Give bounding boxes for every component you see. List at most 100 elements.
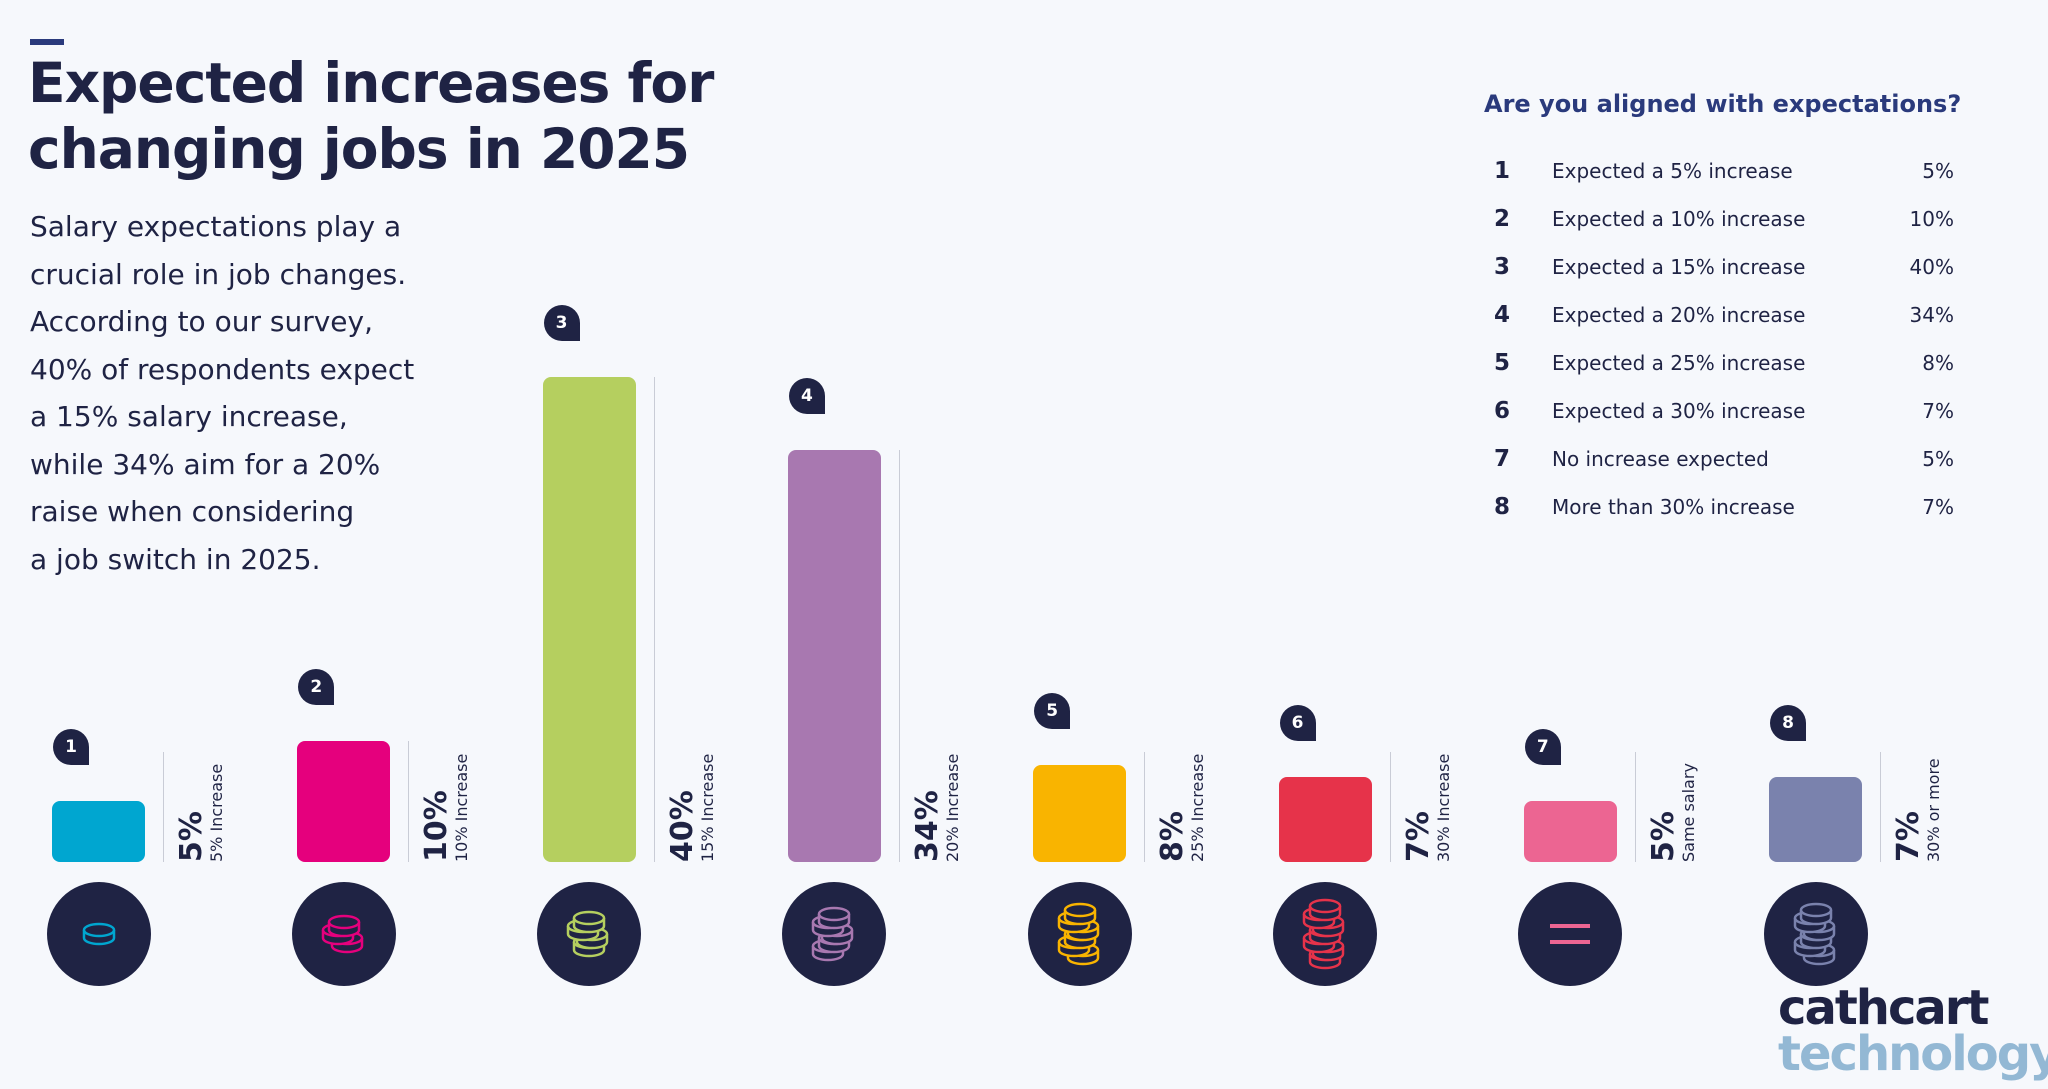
legend-label: Expected a 30% increase (1552, 399, 1806, 423)
legend-label: Expected a 20% increase (1552, 303, 1806, 327)
logo-line-2: technology (1778, 1026, 2048, 1082)
bar-icon-circle (1763, 882, 1868, 986)
bar-sublabel: 25% Increase (1188, 753, 1208, 862)
page-title: Expected increases for changing jobs in … (28, 50, 714, 182)
bar-4 (787, 449, 881, 862)
bar-icon-circle (291, 882, 396, 986)
bar-number-marker: 3 (543, 305, 580, 341)
bar-value-label: 7% 30% Increase (1400, 754, 1454, 862)
bar-value-label: 8% 25% Increase (1155, 753, 1208, 862)
legend-row: 3 Expected a 15% increase 40% (1494, 247, 1954, 287)
legend-row: 5 Expected a 25% increase 8% (1494, 343, 1954, 383)
legend-value: 7% (1922, 495, 1954, 519)
bar-separator (408, 740, 410, 862)
coin-stack-5-icon (812, 906, 854, 962)
bar-value: 5% (1645, 811, 1681, 862)
bar-number-marker: 5 (1034, 693, 1071, 729)
bar-2 (297, 740, 391, 862)
legend-value: 10% (1909, 207, 1954, 231)
bar-value-label: 10% 10% Increase (419, 754, 472, 862)
intro-paragraph: Salary expectations play a crucial role … (30, 203, 430, 583)
legend-row: 2 Expected a 10% increase 10% (1494, 199, 1954, 239)
bar-value: 34% (909, 790, 945, 862)
coin-stack-6-icon (1057, 902, 1099, 966)
bar-separator (653, 377, 655, 862)
legend-label: Expected a 5% increase (1552, 159, 1793, 183)
legend-value: 34% (1909, 303, 1954, 327)
intro-line: 40% of respondents expect (30, 352, 415, 386)
intro-line: crucial role in job changes. (30, 257, 407, 291)
legend-label: More than 30% increase (1552, 495, 1795, 519)
bar-separator (1389, 752, 1391, 862)
bar-number-marker: 4 (788, 377, 825, 414)
intro-line: while 34% aim for a 20% (30, 447, 381, 481)
intro-line: a 15% salary increase, (30, 400, 348, 433)
legend-value: 7% (1922, 399, 1954, 423)
bar-number-marker: 8 (1770, 705, 1807, 742)
legend-value: 5% (1922, 447, 1954, 471)
legend-label: Expected a 10% increase (1552, 207, 1806, 231)
legend-label: Expected a 15% increase (1552, 255, 1806, 279)
coin-stack-1-icon (82, 922, 115, 946)
bar-icon-circle (537, 882, 642, 986)
bar-number-marker: 6 (1279, 705, 1316, 742)
title-line: changing jobs in 2025 (28, 117, 690, 181)
bar-5 (1033, 765, 1127, 862)
bar-value: 8% (1155, 811, 1191, 862)
bar-icon-circle (1518, 882, 1623, 986)
legend-num: 7 (1494, 446, 1511, 472)
equals-icon (1550, 924, 1591, 944)
bar-value: 5% (174, 811, 209, 862)
legend-value: 8% (1922, 351, 1954, 375)
intro-line: a job switch in 2025. (30, 542, 321, 576)
bar-value: 7% (1400, 811, 1436, 862)
coin-stack-4-icon (566, 910, 609, 958)
intro-line: raise when considering (30, 495, 355, 528)
bar-7 (1523, 801, 1617, 862)
legend-num: 2 (1494, 206, 1511, 232)
legend-num: 5 (1494, 350, 1511, 376)
legend-row: 7 No increase expected 5% (1494, 439, 1954, 479)
bar-3 (542, 377, 636, 862)
cathcart-logo: cathcart technology (1778, 980, 2048, 1082)
bar-value-label: 5% Same salary (1645, 763, 1699, 862)
bar-sublabel: 30% or more (1924, 758, 1944, 862)
bar-separator (1634, 752, 1636, 862)
legend-row: 8 More than 30% increase 7% (1494, 487, 1954, 527)
bar-separator (898, 449, 900, 862)
title-line: Expected increases for (28, 51, 714, 115)
bar-separator (1880, 752, 1882, 862)
bar-value-label: 5% 5% Increase (174, 763, 227, 862)
bar-1 (52, 801, 145, 862)
bar-sublabel: Same salary (1678, 763, 1698, 862)
bar-separator (163, 752, 164, 862)
legend-num: 4 (1494, 302, 1511, 328)
intro-line: Salary expectations play a (30, 210, 402, 243)
bar-number-marker: 1 (53, 729, 89, 766)
legend-value: 5% (1922, 159, 1954, 183)
legend-label: Expected a 25% increase (1552, 351, 1806, 375)
legend-num: 1 (1494, 158, 1511, 184)
bar-icon-circle (782, 882, 887, 986)
legend-label: No increase expected (1552, 447, 1769, 471)
legend-row: 1 Expected a 5% increase 5% (1494, 151, 1954, 191)
title-accent-bar (30, 39, 64, 45)
legend-value: 40% (1909, 255, 1954, 279)
bar-value-label: 7% 30% or more (1891, 758, 1944, 862)
bar-value-label: 34% 20% Increase (909, 753, 963, 862)
bar-icon-circle (46, 882, 151, 986)
bar-value: 40% (664, 790, 700, 862)
logo-line-1: cathcart (1778, 980, 1989, 1036)
bar-number-marker: 7 (1524, 729, 1561, 766)
bar-sublabel: 15% Increase (697, 753, 717, 862)
legend-title: Are you aligned with expectations? (1484, 90, 1962, 118)
legend-num: 3 (1494, 254, 1511, 280)
bar-icon-circle (1273, 882, 1377, 986)
bar-icon-circle (1027, 882, 1132, 986)
legend-num: 8 (1494, 494, 1511, 520)
bar-value-label: 40% 15% Increase (664, 753, 718, 862)
bar-value: 7% (1891, 811, 1927, 862)
bar-sublabel: 20% Increase (942, 753, 962, 862)
bar-number-marker: 2 (298, 668, 335, 705)
bar-sublabel: 5% Increase (207, 763, 226, 862)
